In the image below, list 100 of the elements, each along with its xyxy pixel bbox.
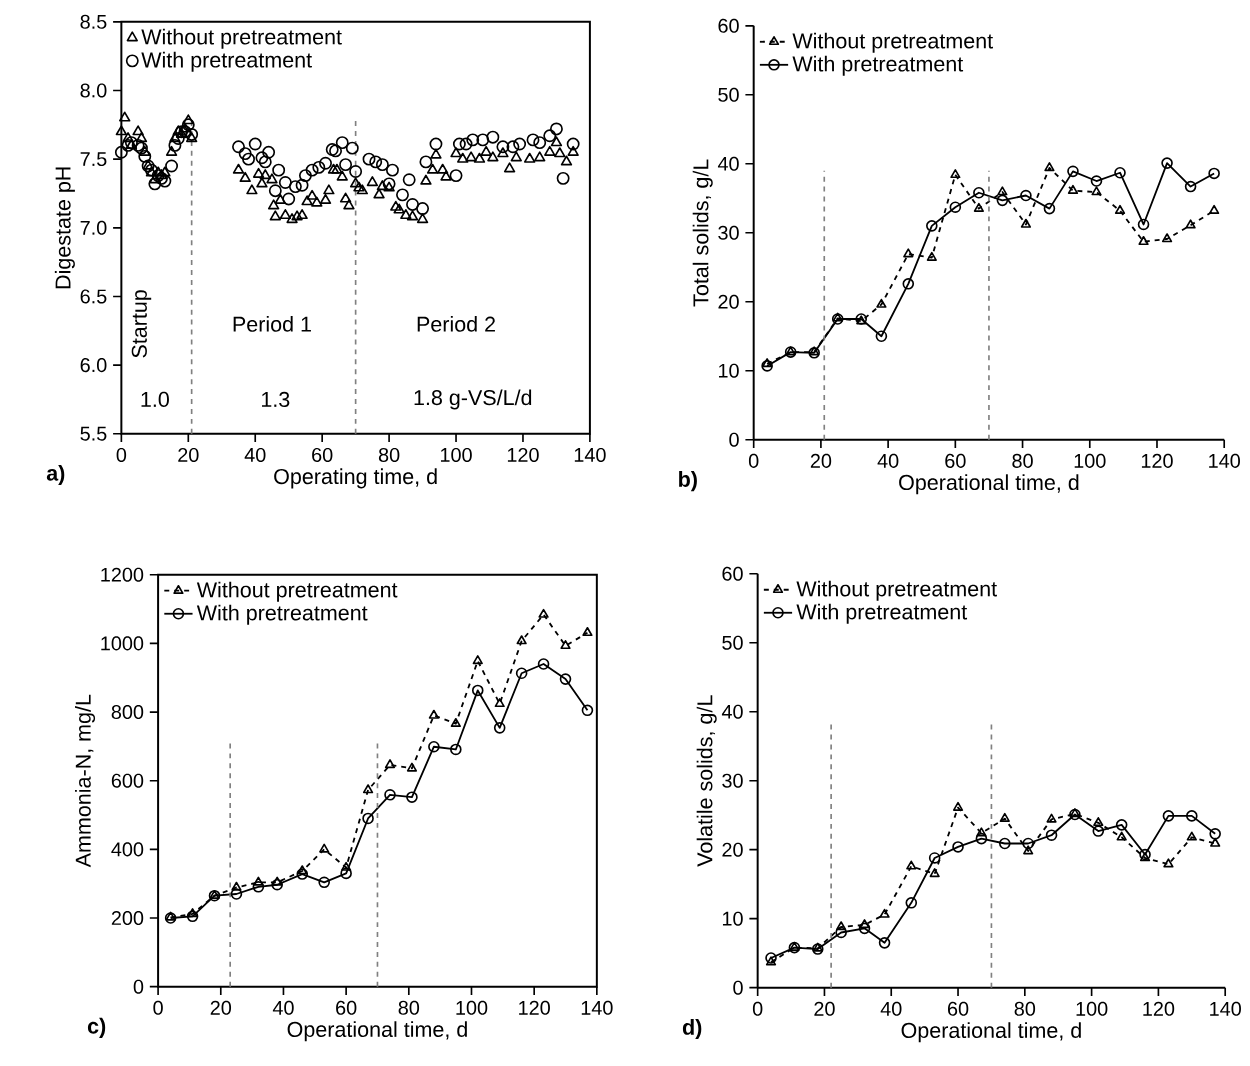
y-tick-label: 5.5 [80,426,107,441]
x-tick-label: 0 [153,1000,163,1015]
x-tick-label: 140 [574,447,606,462]
y-axis-title: Digestate pH [54,167,75,289]
point [1162,810,1175,822]
point [1186,831,1197,841]
x-tick-label: 140 [1209,453,1240,468]
y-tick-label: 50 [722,635,743,650]
point [450,743,462,756]
point [515,667,528,679]
point [494,697,505,708]
y-tick-label: 30 [722,773,743,788]
point [1116,831,1127,841]
legend-label: Without pretreatment [141,28,342,49]
x-tick-label: 40 [272,1000,294,1015]
point [516,635,527,645]
point [1044,162,1055,172]
point [450,717,461,727]
legend-label: With pretreatment [792,55,964,76]
y-tick-label: 1200 [101,567,144,582]
x-tick-label: 40 [877,453,899,468]
y-tick-label: 600 [111,773,144,788]
point [929,868,940,878]
x-tick-label: 80 [1014,1001,1036,1016]
text: b) [679,471,697,492]
annotation: Period 1 [233,315,311,332]
x-tick-label: 60 [948,1001,969,1016]
x-tick-label: 20 [178,447,199,462]
point [1161,233,1173,243]
x-tick-label: 40 [244,447,266,462]
point [362,784,374,794]
y-tick-label: 40 [721,704,743,719]
point [187,908,198,918]
point [926,220,938,232]
point [1022,837,1034,850]
point [406,791,418,803]
point [1184,180,1197,193]
legend-label: Without pretreatment [792,32,993,53]
point [902,277,915,290]
y-tick-label: 60 [722,566,743,581]
point [493,722,506,734]
point [1209,827,1221,840]
x-tick-label: 0 [748,453,759,468]
y-axis-title: Volatile solids, g/L [696,695,717,867]
y-tick-label: 8.5 [80,14,107,29]
x-tick-label: 100 [1074,453,1106,468]
y-tick-label: 40 [717,156,739,171]
legend-label: Without pretreatment [796,580,997,601]
y-axis-title: Total solids, g/L [692,159,713,307]
point [1161,157,1173,169]
legend-label: With pretreatment [196,604,368,625]
x-tick-label: 40 [880,1001,902,1016]
point [1020,218,1032,228]
point [906,860,917,870]
y-tick-label: 0 [733,980,743,995]
point [859,919,870,929]
annotation: Period 2 [417,315,495,332]
legend-label: Without pretreatment [196,581,398,602]
y-tick-label: 6.0 [80,358,107,373]
point [341,861,352,871]
x-tick-label: 100 [440,447,472,462]
point [230,888,243,900]
point [1114,204,1126,214]
point [272,876,283,886]
x-tick-label: 0 [752,1001,763,1016]
point [875,330,888,342]
point [1067,165,1079,178]
point [428,709,440,719]
point [1137,218,1150,231]
x-tick-label: 80 [1012,453,1033,468]
y-tick-label: 10 [718,363,739,378]
x-axis-title: Operational time, d [287,1021,467,1042]
point [835,926,847,939]
x-axis-title: Operational time, d [901,1022,1081,1043]
point [1163,858,1174,868]
point [905,896,918,909]
point [1045,829,1058,841]
point [1138,235,1149,245]
x-tick-label: 120 [1143,1001,1175,1016]
point [472,655,483,665]
point [581,704,594,717]
point [559,673,572,685]
y-tick-label: 20 [722,842,743,857]
x-tick-label: 140 [581,1000,613,1015]
point [186,910,199,923]
x-tick-label: 20 [210,1000,232,1015]
point [231,881,242,891]
y-tick-label: 10 [722,911,743,926]
point [471,684,484,697]
point [928,852,941,864]
y-tick-label: 400 [111,842,144,857]
point [1093,816,1104,827]
x-tick-label: 100 [1076,1001,1108,1016]
legend-label: With pretreatment [796,603,968,624]
x-tick-label: 100 [456,1000,488,1015]
x-axis-title: Operating time, d [274,468,437,489]
point [271,878,283,891]
point [582,626,593,637]
y-tick-label: 7.0 [80,220,107,235]
x-tick-label: 120 [519,1000,550,1015]
